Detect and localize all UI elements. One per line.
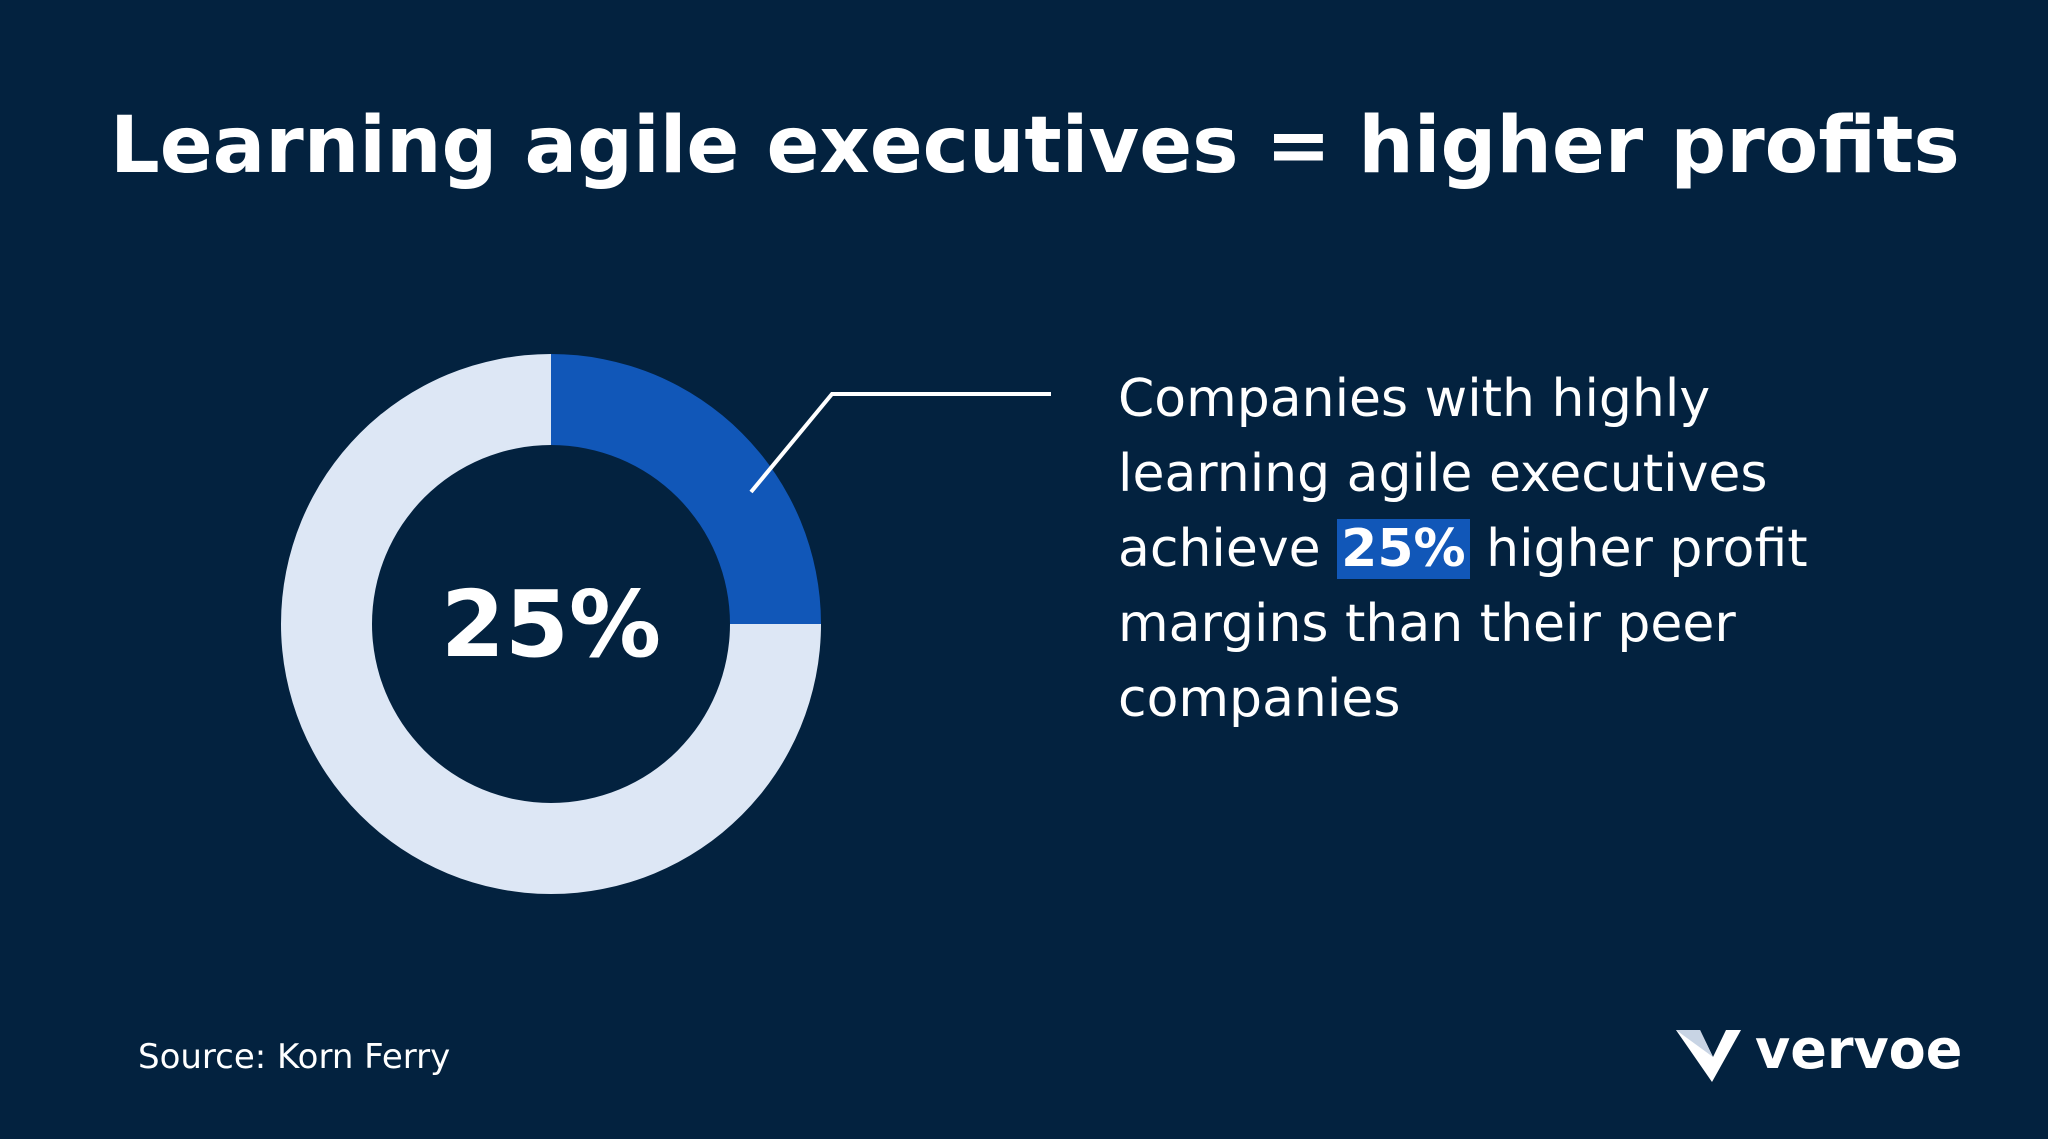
- annotation-highlight: 25%: [1337, 519, 1470, 579]
- logo-text: vervoe: [1755, 1018, 1962, 1081]
- center-label: 25%: [441, 571, 661, 678]
- logo-icon: [1676, 1030, 1741, 1082]
- donut-slice: [281, 354, 821, 894]
- annotation-text: Companies with highly learning agile exe…: [1118, 369, 1768, 579]
- annotation-text: higher profit margins than their peer co…: [1118, 519, 1808, 729]
- leader-line: [749, 392, 1051, 494]
- donut-slice: [551, 354, 821, 624]
- source: Source: Korn Ferry: [138, 1037, 450, 1077]
- logo-icon-shade: [1676, 1030, 1713, 1057]
- donut: 25%: [281, 354, 821, 894]
- annotation: Companies with highly learning agile exe…: [1118, 362, 1878, 737]
- title: Learning agile executives = higher profi…: [110, 101, 1960, 191]
